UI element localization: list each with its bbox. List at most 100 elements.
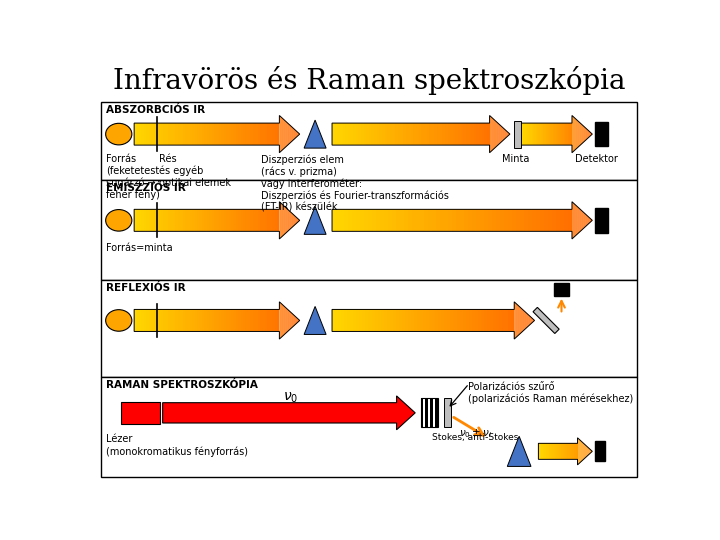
Bar (194, 309, 197, 332)
Bar (344, 309, 347, 332)
Bar (560, 123, 561, 145)
Bar (508, 309, 511, 332)
Bar (559, 123, 560, 145)
Bar (468, 210, 472, 231)
Bar (270, 123, 272, 145)
Bar (387, 123, 390, 145)
Bar (144, 123, 146, 145)
Bar (137, 309, 139, 332)
Bar (544, 210, 548, 231)
Bar (390, 123, 392, 145)
Bar (396, 309, 399, 332)
Bar (332, 210, 336, 231)
Bar (419, 123, 421, 145)
Bar (166, 123, 168, 145)
Bar (253, 123, 255, 145)
Bar (277, 309, 279, 332)
Bar (171, 309, 173, 332)
Bar (540, 210, 544, 231)
Bar (240, 123, 243, 145)
Bar (428, 210, 432, 231)
Bar (428, 398, 431, 428)
Bar (432, 123, 434, 145)
Bar (258, 309, 260, 332)
Bar (423, 309, 426, 332)
Bar (243, 123, 246, 145)
Bar (171, 123, 173, 145)
Bar (265, 123, 267, 145)
Polygon shape (533, 307, 559, 334)
Bar (332, 123, 335, 145)
Bar (350, 309, 354, 332)
Bar (345, 123, 348, 145)
Bar (388, 210, 392, 231)
Bar (356, 123, 359, 145)
Bar (505, 309, 508, 332)
Bar (448, 123, 450, 145)
Bar (595, 441, 606, 461)
Bar (516, 210, 520, 231)
Bar (438, 309, 441, 332)
Bar (335, 123, 337, 145)
Bar (426, 123, 429, 145)
Bar (277, 123, 279, 145)
Bar (557, 123, 558, 145)
Bar (554, 123, 555, 145)
Bar (139, 210, 141, 231)
Bar (224, 309, 226, 332)
Bar (369, 309, 372, 332)
Bar (226, 123, 228, 145)
Bar (236, 309, 238, 332)
Bar (490, 309, 493, 332)
Bar (447, 309, 451, 332)
Bar (397, 123, 400, 145)
Bar (353, 123, 356, 145)
Bar (151, 210, 153, 231)
Bar (426, 309, 429, 332)
Bar (121, 402, 160, 423)
Bar (541, 123, 542, 145)
Bar (161, 309, 163, 332)
Bar (141, 123, 144, 145)
Bar (267, 210, 270, 231)
Bar (460, 210, 464, 231)
Bar (185, 309, 187, 332)
Bar (595, 122, 608, 146)
Bar (361, 123, 364, 145)
Bar (221, 309, 224, 332)
Bar (340, 210, 344, 231)
Bar (476, 210, 480, 231)
Bar (522, 123, 523, 145)
Bar (156, 123, 158, 145)
Bar (134, 123, 137, 145)
Bar (537, 123, 539, 145)
Bar (166, 210, 168, 231)
Bar (226, 210, 228, 231)
Bar (332, 309, 335, 332)
Text: Polarizációs szűrő
(polarizációs Raman mérésekhez): Polarizációs szűrő (polarizációs Raman m… (467, 382, 633, 404)
Bar (413, 123, 416, 145)
Bar (552, 210, 556, 231)
Bar (217, 309, 219, 332)
Bar (416, 210, 420, 231)
Bar (262, 210, 265, 231)
Bar (175, 210, 178, 231)
Bar (251, 309, 253, 332)
Bar (374, 123, 377, 145)
Bar (156, 210, 158, 231)
Bar (139, 309, 141, 332)
Bar (403, 123, 405, 145)
Bar (408, 309, 411, 332)
Bar (362, 309, 366, 332)
Bar (432, 210, 436, 231)
Bar (178, 309, 180, 332)
Bar (528, 210, 532, 231)
Bar (207, 123, 210, 145)
Bar (141, 210, 144, 231)
Bar (270, 210, 272, 231)
Bar (260, 309, 262, 332)
Bar (101, 280, 637, 377)
Bar (251, 123, 253, 145)
Bar (530, 123, 531, 145)
Bar (175, 309, 178, 332)
